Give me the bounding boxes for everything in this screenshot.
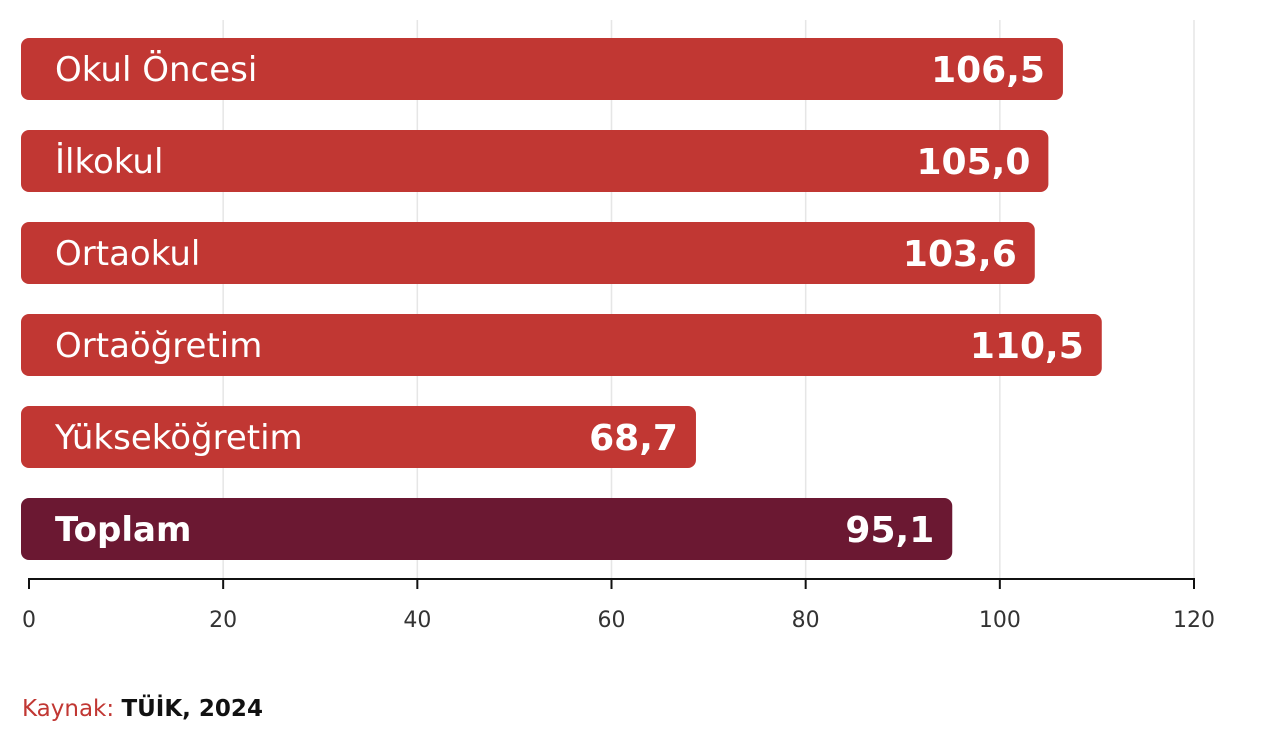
x-tick-label-60: 60 [598,608,626,633]
x-tick-label-40: 40 [403,608,431,633]
bar-4 [21,406,696,468]
bar-1 [21,130,1049,192]
x-tick-label-20: 20 [209,608,237,633]
x-axis: 0 20 40 60 80 100 120 [22,578,1215,633]
bar-label-1: İlkokul [55,142,163,182]
bar-3 [21,314,1102,376]
bar-value-0: 106,5 [931,50,1045,91]
x-tick-label-100: 100 [979,608,1021,633]
source-value: TÜİK, 2024 [121,696,263,722]
bar-label-2: Ortaokul [55,234,200,274]
bar-value-2: 103,6 [903,234,1017,275]
grid-lines [222,20,1195,579]
bar-5 [21,498,953,560]
bar-value-4: 68,7 [589,418,678,459]
bar-label-4: Yükseköğretim [54,418,303,458]
x-tick-label-80: 80 [792,608,820,633]
source-note: Kaynak: TÜİK, 2024 [22,696,263,722]
bar-chart: Okul Öncesi 106,5 İlkokul 105,0 Ortaokul 103,… [21,20,1215,633]
x-tick-label-120: 120 [1173,608,1215,633]
bar-2 [21,222,1035,284]
bar-value-1: 105,0 [917,142,1031,183]
bar-value-5: 95,1 [845,510,934,551]
bar-label-0: Okul Öncesi [55,49,257,90]
source-label: Kaynak: [22,696,115,722]
bar-label-3: Ortaöğretim [55,326,262,366]
bar-label-5: Toplam [55,510,191,550]
bars: Okul Öncesi 106,5 İlkokul 105,0 Ortaokul 103,… [21,38,1102,560]
x-tick-label-0: 0 [22,608,36,633]
bar-value-3: 110,5 [970,326,1084,367]
bar-0 [21,38,1063,100]
